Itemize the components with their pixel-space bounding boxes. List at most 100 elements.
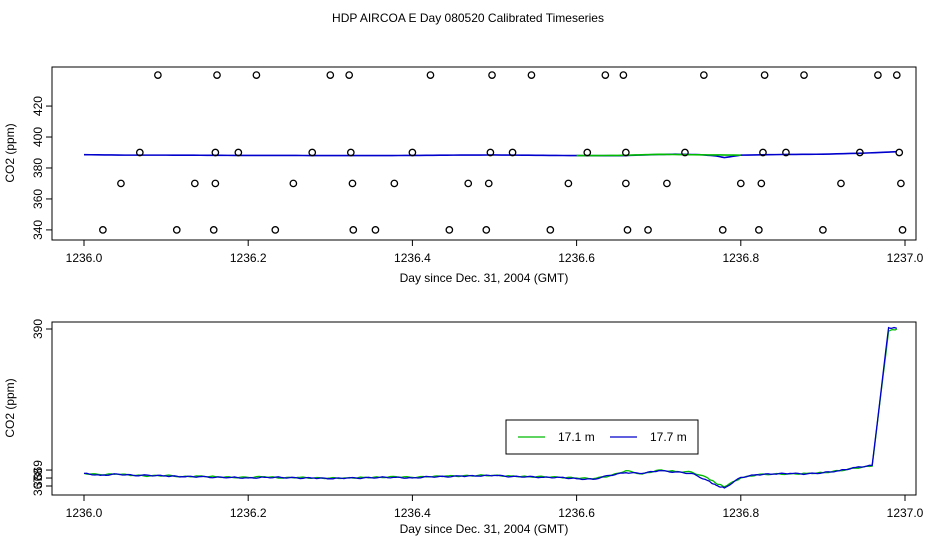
series-line [83,328,898,488]
y-tick-label: 400 [31,127,45,147]
data-marker [755,226,763,234]
y-tick-label: 420 [31,96,45,116]
data-marker [819,226,827,234]
x-tick-label: 1236.8 [722,506,759,520]
y-tick-label: 369 [31,460,45,480]
data-marker [234,148,243,157]
data-marker [486,148,495,157]
series-line [83,150,897,159]
data-marker [308,148,317,157]
data-marker [892,71,901,79]
data-marker [172,226,181,234]
data-marker [271,226,280,234]
bottom-x-axis-label: Day since Dec. 31, 2004 (GMT) [400,522,569,536]
top-x-axis-label: Day since Dec. 31, 2004 (GMT) [400,271,569,285]
data-marker [445,226,454,234]
data-marker [211,148,220,157]
data-marker [390,179,399,188]
data-marker [663,179,671,188]
top-y-axis-label: CO2 (ppm) [3,123,17,182]
data-marker [464,179,473,188]
data-marker [622,179,630,188]
x-tick-label: 1236.6 [558,506,595,520]
legend: 17.1 m 17.7 m [505,419,699,455]
data-marker [117,179,125,188]
data-marker [718,226,727,234]
data-marker [252,71,261,79]
data-marker [154,71,162,79]
data-marker [757,179,766,188]
data-marker [546,226,555,234]
data-marker [371,226,380,234]
top-x-ticks: 1236.0 1236.2 1236.4 1236.6 1236.8 1237.0 [66,240,924,265]
data-marker [681,148,689,157]
data-marker [349,226,358,234]
data-marker [482,226,491,234]
data-marker [348,179,357,188]
series-line [576,153,741,157]
data-marker [622,148,630,157]
data-marker [213,71,221,79]
data-marker [800,71,808,79]
data-marker [488,71,496,79]
data-marker [619,71,628,79]
data-marker [564,179,573,188]
data-marker [644,226,652,234]
data-marker [897,179,905,188]
data-marker [326,71,335,79]
data-marker [700,71,708,79]
x-tick-label: 1236.0 [66,506,103,520]
data-marker [209,226,218,234]
top-markers [99,71,907,234]
y-tick-label: 367 [31,476,45,496]
y-tick-label: 390 [31,319,45,339]
top-y-ticks: 340 360 380 400 420 [31,96,52,240]
data-marker [211,179,220,188]
x-tick-label: 1236.4 [394,251,431,265]
x-tick-label: 1236.2 [230,506,267,520]
data-marker [623,226,632,234]
data-marker [190,179,199,188]
data-marker [760,71,769,79]
bottom-series [83,326,898,489]
data-marker [759,148,767,157]
bottom-x-ticks: 1236.0 1236.2 1236.4 1236.6 1236.8 1237.0 [66,495,924,520]
data-marker [583,148,592,157]
y-tick-label: 340 [31,220,45,240]
data-marker [345,71,354,79]
x-tick-label: 1236.4 [394,506,431,520]
y-tick-label: 368 [31,468,45,488]
data-marker [874,71,882,79]
top-series [83,150,897,159]
bottom-plot-frame [51,321,917,496]
data-marker [484,179,493,188]
x-tick-label: 1236.6 [558,251,595,265]
top-panel: 1236.0 1236.2 1236.4 1236.6 1236.8 1237.0 340… [3,66,924,285]
data-marker [855,148,864,157]
x-tick-label: 1236.2 [230,251,267,265]
legend-label-17-1m: 17.1 m [558,430,595,444]
data-marker [782,148,790,157]
data-marker [135,148,144,157]
data-marker [289,179,298,188]
data-marker [346,148,355,157]
x-tick-label: 1237.0 [887,506,924,520]
data-marker [426,71,435,79]
bottom-y-axis-label: CO2 (ppm) [3,378,17,437]
data-marker [837,179,845,188]
data-marker [408,148,417,157]
data-marker [895,148,904,157]
series-line [83,326,897,489]
data-marker [99,226,107,234]
x-tick-label: 1236.8 [722,251,759,265]
data-marker [601,71,610,79]
figure-title: HDP AIRCOA E Day 080520 Calibrated Times… [332,11,604,25]
y-tick-label: 360 [31,189,45,209]
data-marker [527,71,536,79]
data-marker [508,148,517,157]
x-tick-label: 1236.0 [66,251,103,265]
data-marker [898,226,907,234]
bottom-panel: 1236.0 1236.2 1236.4 1236.6 1236.8 1237.0 367… [3,319,924,536]
